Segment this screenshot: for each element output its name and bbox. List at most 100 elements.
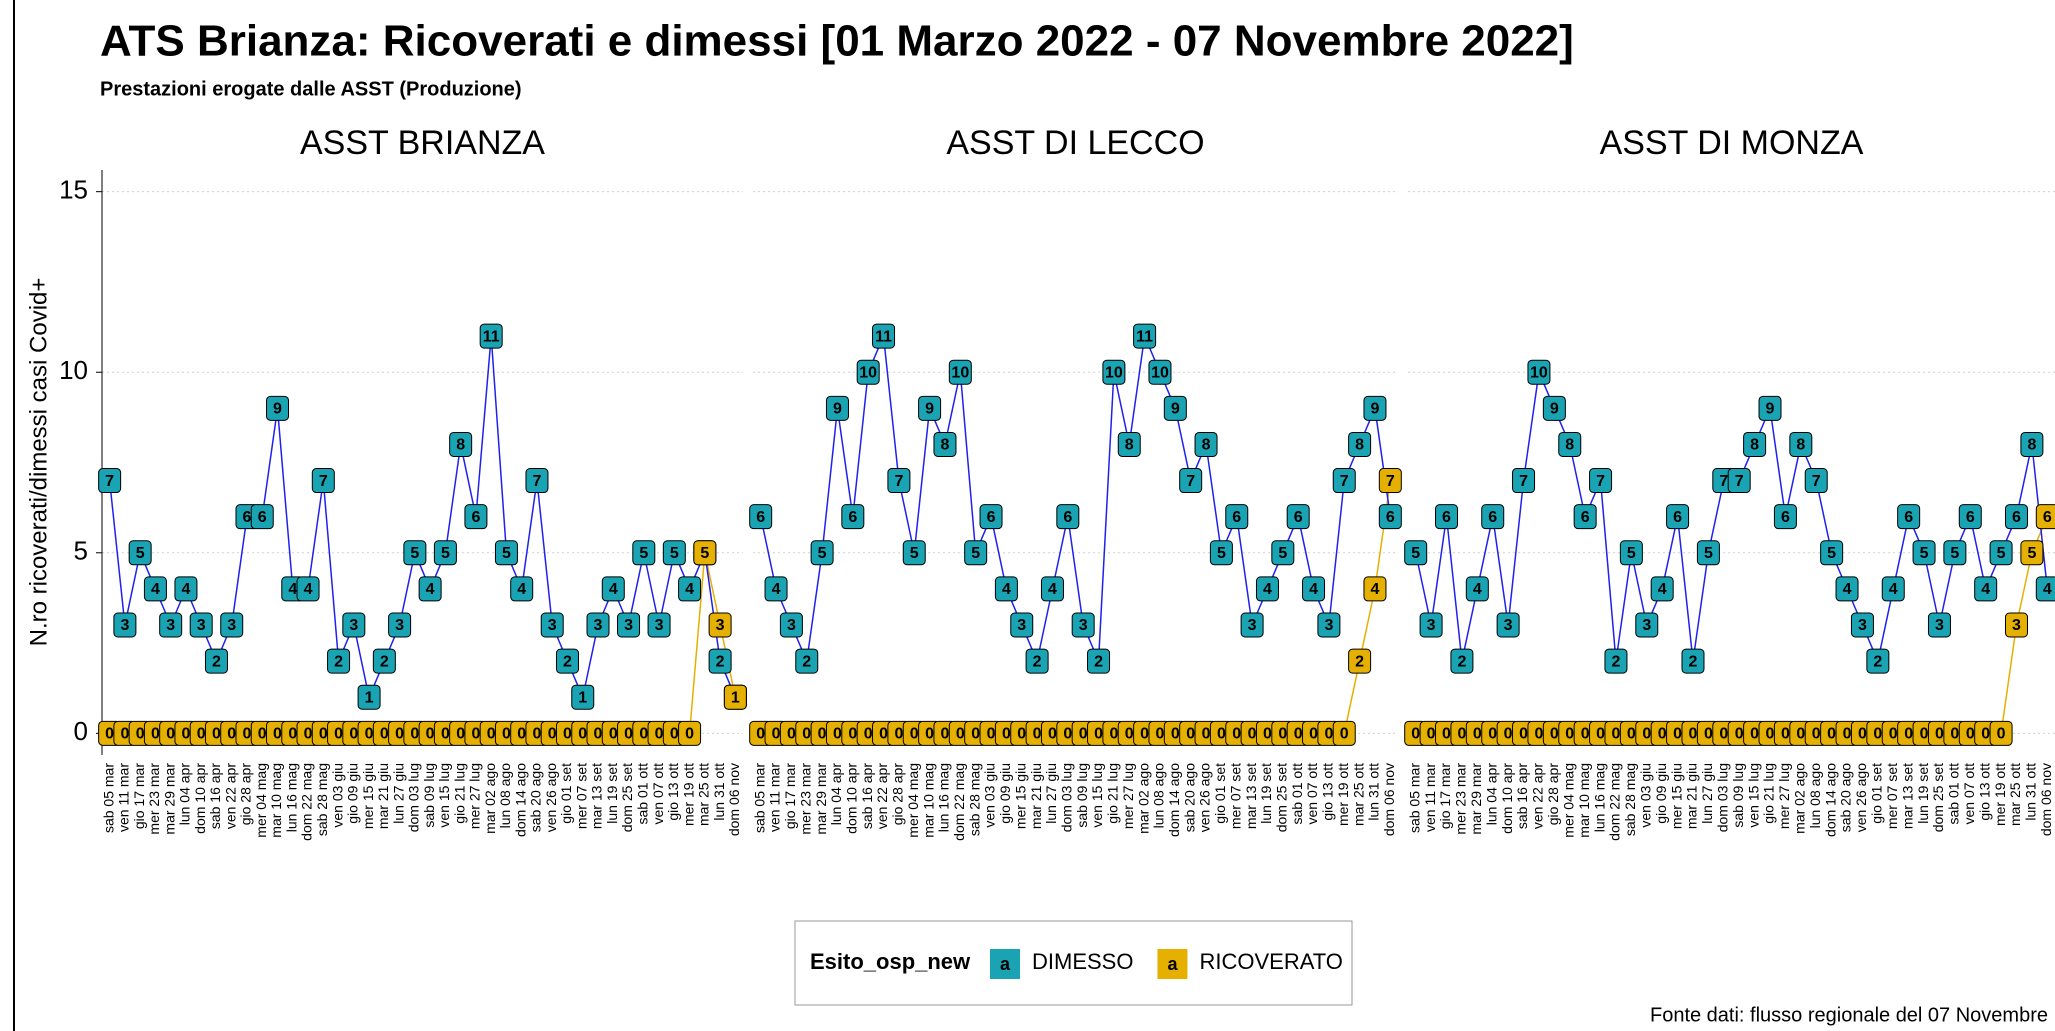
x-tick-label: gio 01 set <box>1212 763 1228 824</box>
value-label: 0 <box>1812 726 1821 743</box>
value-box <box>1419 612 1443 638</box>
value-label: 0 <box>1033 726 1042 743</box>
value-label: 8 <box>2027 437 2036 454</box>
value-box <box>1481 504 1505 530</box>
series-line <box>108 336 737 700</box>
value-box <box>204 648 228 674</box>
value-label: 0 <box>1766 726 1775 743</box>
value-label: 4 <box>685 581 694 598</box>
value-label: 2 <box>802 653 811 670</box>
value-label: 0 <box>910 726 919 743</box>
legend-glyph: a <box>1000 954 1011 974</box>
value-label: 0 <box>1735 726 1744 743</box>
x-tick-label: dom 06 nov <box>2038 763 2054 836</box>
value-label: 0 <box>533 726 542 743</box>
value-label: 2 <box>1873 653 1882 670</box>
value-label: 0 <box>365 726 374 743</box>
value-label: 0 <box>1232 726 1241 743</box>
value-box <box>494 540 518 566</box>
value-label: 0 <box>1966 726 1975 743</box>
value-label: 0 <box>894 726 903 743</box>
x-tick-label: gio 21 lug <box>1761 763 1777 824</box>
x-tick-label: sab 01 ott <box>635 763 651 825</box>
value-label: 5 <box>639 545 648 562</box>
value-label: 1 <box>731 689 740 706</box>
value-box <box>1881 576 1905 602</box>
value-label: 0 <box>1704 726 1713 743</box>
value-box <box>1989 720 2013 746</box>
x-tick-label: gio 28 apr <box>1545 763 1561 826</box>
x-tick-label: gio 28 apr <box>890 763 906 826</box>
value-label: 0 <box>818 726 827 743</box>
value-label: 6 <box>1232 509 1241 526</box>
value-label: 5 <box>441 545 450 562</box>
x-tick-label: gio 28 apr <box>238 763 254 826</box>
x-tick-label: ven 07 ott <box>650 763 666 825</box>
value-label: 0 <box>987 726 996 743</box>
value-box <box>1348 431 1372 457</box>
value-label: 0 <box>848 726 857 743</box>
value-box <box>841 504 865 530</box>
value-label: 5 <box>1920 545 1929 562</box>
x-tick-label: mar 29 mar <box>813 763 829 835</box>
value-label: 4 <box>181 581 190 598</box>
value-label: 5 <box>1997 545 2006 562</box>
value-label: 4 <box>288 581 297 598</box>
value-label: 4 <box>1263 581 1272 598</box>
value-label: 1 <box>578 689 587 706</box>
value-label: 8 <box>1355 437 1364 454</box>
x-tick-label: gio 21 lug <box>1105 763 1121 824</box>
value-box <box>647 612 671 638</box>
value-label: 5 <box>1827 545 1836 562</box>
value-box <box>1025 648 1049 674</box>
value-label: 0 <box>1781 726 1790 743</box>
x-tick-label: gio 17 mar <box>131 763 147 829</box>
x-tick-label: sab 01 ott <box>1289 763 1305 825</box>
value-label: 10 <box>1151 364 1169 381</box>
value-box <box>856 359 880 385</box>
x-tick-label: sab 05 mar <box>1406 763 1422 833</box>
value-label: 0 <box>1550 726 1559 743</box>
value-label: 4 <box>1309 581 1318 598</box>
value-label: 0 <box>1920 726 1929 743</box>
x-tick-label: sab 09 lug <box>421 763 437 828</box>
x-tick-label: sab 20 ago <box>1181 763 1197 832</box>
value-label: 3 <box>1248 617 1257 634</box>
x-tick-label: dom 10 apr <box>844 763 860 834</box>
value-label: 0 <box>1186 726 1195 743</box>
value-box <box>1573 504 1597 530</box>
value-label: 2 <box>1612 653 1621 670</box>
value-box <box>586 612 610 638</box>
x-tick-label: ven 03 giu <box>329 763 345 828</box>
value-box <box>979 504 1003 530</box>
x-tick-label: dom 03 lug <box>1059 763 1075 832</box>
value-label: 0 <box>879 726 888 743</box>
x-tick-label: ven 15 lug <box>1745 763 1761 828</box>
x-tick-label: mar 13 set <box>1899 763 1915 829</box>
value-label: 2 <box>563 653 572 670</box>
x-tick-label: mar 21 giu <box>1684 763 1700 829</box>
value-label: 7 <box>1719 473 1728 490</box>
x-tick-label: ven 07 ott <box>1961 763 1977 825</box>
value-label: 5 <box>1704 545 1713 562</box>
value-label: 0 <box>1202 726 1211 743</box>
value-box <box>1404 540 1428 566</box>
value-box <box>1496 612 1520 638</box>
value-label: 0 <box>136 726 145 743</box>
value-label: 0 <box>120 726 129 743</box>
value-label: 3 <box>787 617 796 634</box>
value-label: 3 <box>624 617 633 634</box>
x-tick-label: mer 19 ott <box>680 763 696 826</box>
value-label: 0 <box>181 726 190 743</box>
value-label: 2 <box>1094 653 1103 670</box>
value-label: 2 <box>1355 653 1364 670</box>
value-label: 7 <box>1386 473 1395 490</box>
value-label: 3 <box>716 617 725 634</box>
value-label: 0 <box>197 726 206 743</box>
value-label: 6 <box>1294 509 1303 526</box>
value-box <box>601 576 625 602</box>
x-tick-label: mer 19 ott <box>1992 763 2008 826</box>
value-label: 0 <box>1504 726 1513 743</box>
value-label: 5 <box>502 545 511 562</box>
x-tick-label: ven 03 giu <box>1637 763 1653 828</box>
